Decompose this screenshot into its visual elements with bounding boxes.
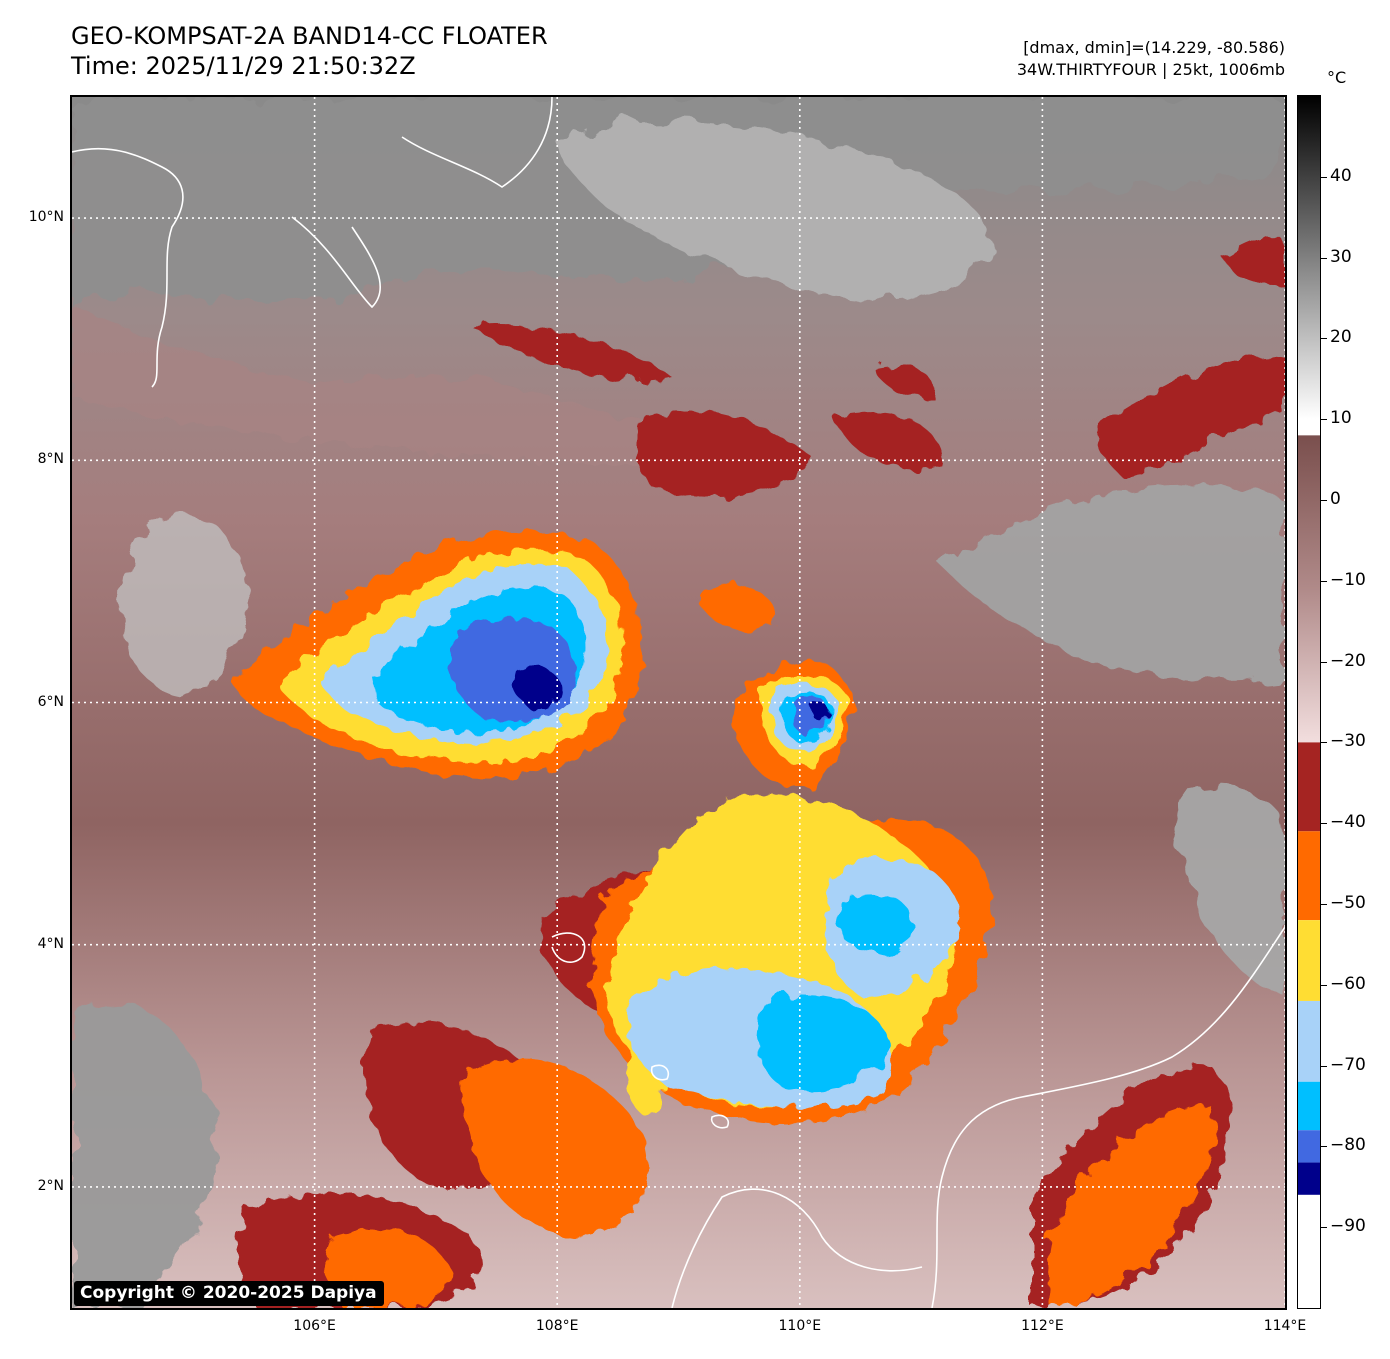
colorbar-segment <box>1298 1081 1320 1131</box>
colorbar-tick <box>1321 580 1327 582</box>
colorbar-segment <box>1298 920 1320 1001</box>
colorbar-tick <box>1321 338 1327 340</box>
colorbar-tick <box>1321 257 1327 259</box>
colorbar-tick-label: 30 <box>1330 246 1352 267</box>
map-title: GEO-KOMPSAT-2A BAND14-CC FLOATER <box>71 22 548 50</box>
storm-info: 34W.THIRTYFOUR | 25kt, 1006mb <box>1016 60 1285 79</box>
colorbar-tick-label: 40 <box>1330 165 1352 186</box>
colorbar-tick <box>1321 1227 1327 1229</box>
colorbar-tick <box>1321 904 1327 905</box>
colorbar-tick-label: 0 <box>1330 489 1341 509</box>
colorbar-segment <box>1298 831 1320 921</box>
colorbar-segment <box>1298 1194 1320 1308</box>
colorbar-tick-label: −80 <box>1330 1135 1366 1156</box>
data-range: [dmax, dmin]=(14.229, -80.586) <box>1023 38 1285 57</box>
colorbar <box>1297 95 1321 1309</box>
colorbar-tick-label: −60 <box>1330 973 1366 994</box>
copyright-badge: Copyright © 2020-2025 Dapiya <box>74 1281 384 1306</box>
lat-tick-label: 4°N <box>37 935 64 952</box>
colorbar-segment <box>1298 1000 1320 1082</box>
colorbar-segment <box>1298 1162 1320 1195</box>
colorbar-tick-label: −40 <box>1330 812 1366 833</box>
colorbar-unit: °C <box>1327 68 1347 87</box>
colorbar-segment <box>1298 1130 1320 1163</box>
colorbar-tick-label: −30 <box>1330 731 1366 752</box>
colorbar-tick <box>1321 176 1327 178</box>
colorbar-segment <box>1298 419 1320 436</box>
colorbar-tick <box>1321 984 1327 986</box>
lon-tick-label: 106°E <box>293 1318 336 1334</box>
lat-tick-label: 2°N <box>37 1177 64 1194</box>
band-minus80-85 <box>515 666 830 720</box>
lon-tick-label: 110°E <box>778 1318 822 1334</box>
lon-tick-label: 108°E <box>535 1318 579 1334</box>
colorbar-segment <box>1298 742 1320 832</box>
colorbar-tick <box>1321 661 1327 663</box>
lat-tick-label: 8°N <box>37 451 64 468</box>
lat-tick-label: 10°N <box>28 209 64 226</box>
colorbar-tick-label: −20 <box>1330 650 1366 671</box>
colorbar-segment <box>1298 435 1320 743</box>
lon-tick-label: 114°E <box>1263 1318 1307 1334</box>
map-time: Time: 2025/11/29 21:50:32Z <box>71 52 416 80</box>
colorbar-tick <box>1321 742 1327 744</box>
satellite-map[interactable]: Copyright © 2020-2025 Dapiya <box>70 95 1287 1310</box>
map-canvas <box>72 97 1285 1308</box>
lat-tick-label: 6°N <box>37 693 64 710</box>
colorbar-tick-label: 20 <box>1330 327 1352 348</box>
colorbar-tick <box>1321 1065 1327 1067</box>
colorbar-tick <box>1321 823 1327 825</box>
cold-cloud-tops <box>232 236 1285 1308</box>
lon-tick-label: 112°E <box>1021 1318 1064 1334</box>
colorbar-tick <box>1321 500 1327 501</box>
colorbar-tick-label: −50 <box>1330 893 1366 913</box>
colorbar-tick-label: −70 <box>1330 1054 1366 1075</box>
colorbar-tick-label: 10 <box>1330 408 1352 429</box>
colorbar-canvas <box>1298 96 1320 1308</box>
colorbar-tick-label: −90 <box>1330 1216 1366 1237</box>
coastline <box>72 97 1285 1308</box>
colorbar-segment <box>1298 96 1320 420</box>
graticule <box>72 97 1285 1308</box>
clear-sky-regions <box>72 97 1285 1308</box>
colorbar-tick <box>1321 419 1327 421</box>
colorbar-tick <box>1321 1146 1327 1148</box>
colorbar-tick-label: −10 <box>1330 569 1366 590</box>
